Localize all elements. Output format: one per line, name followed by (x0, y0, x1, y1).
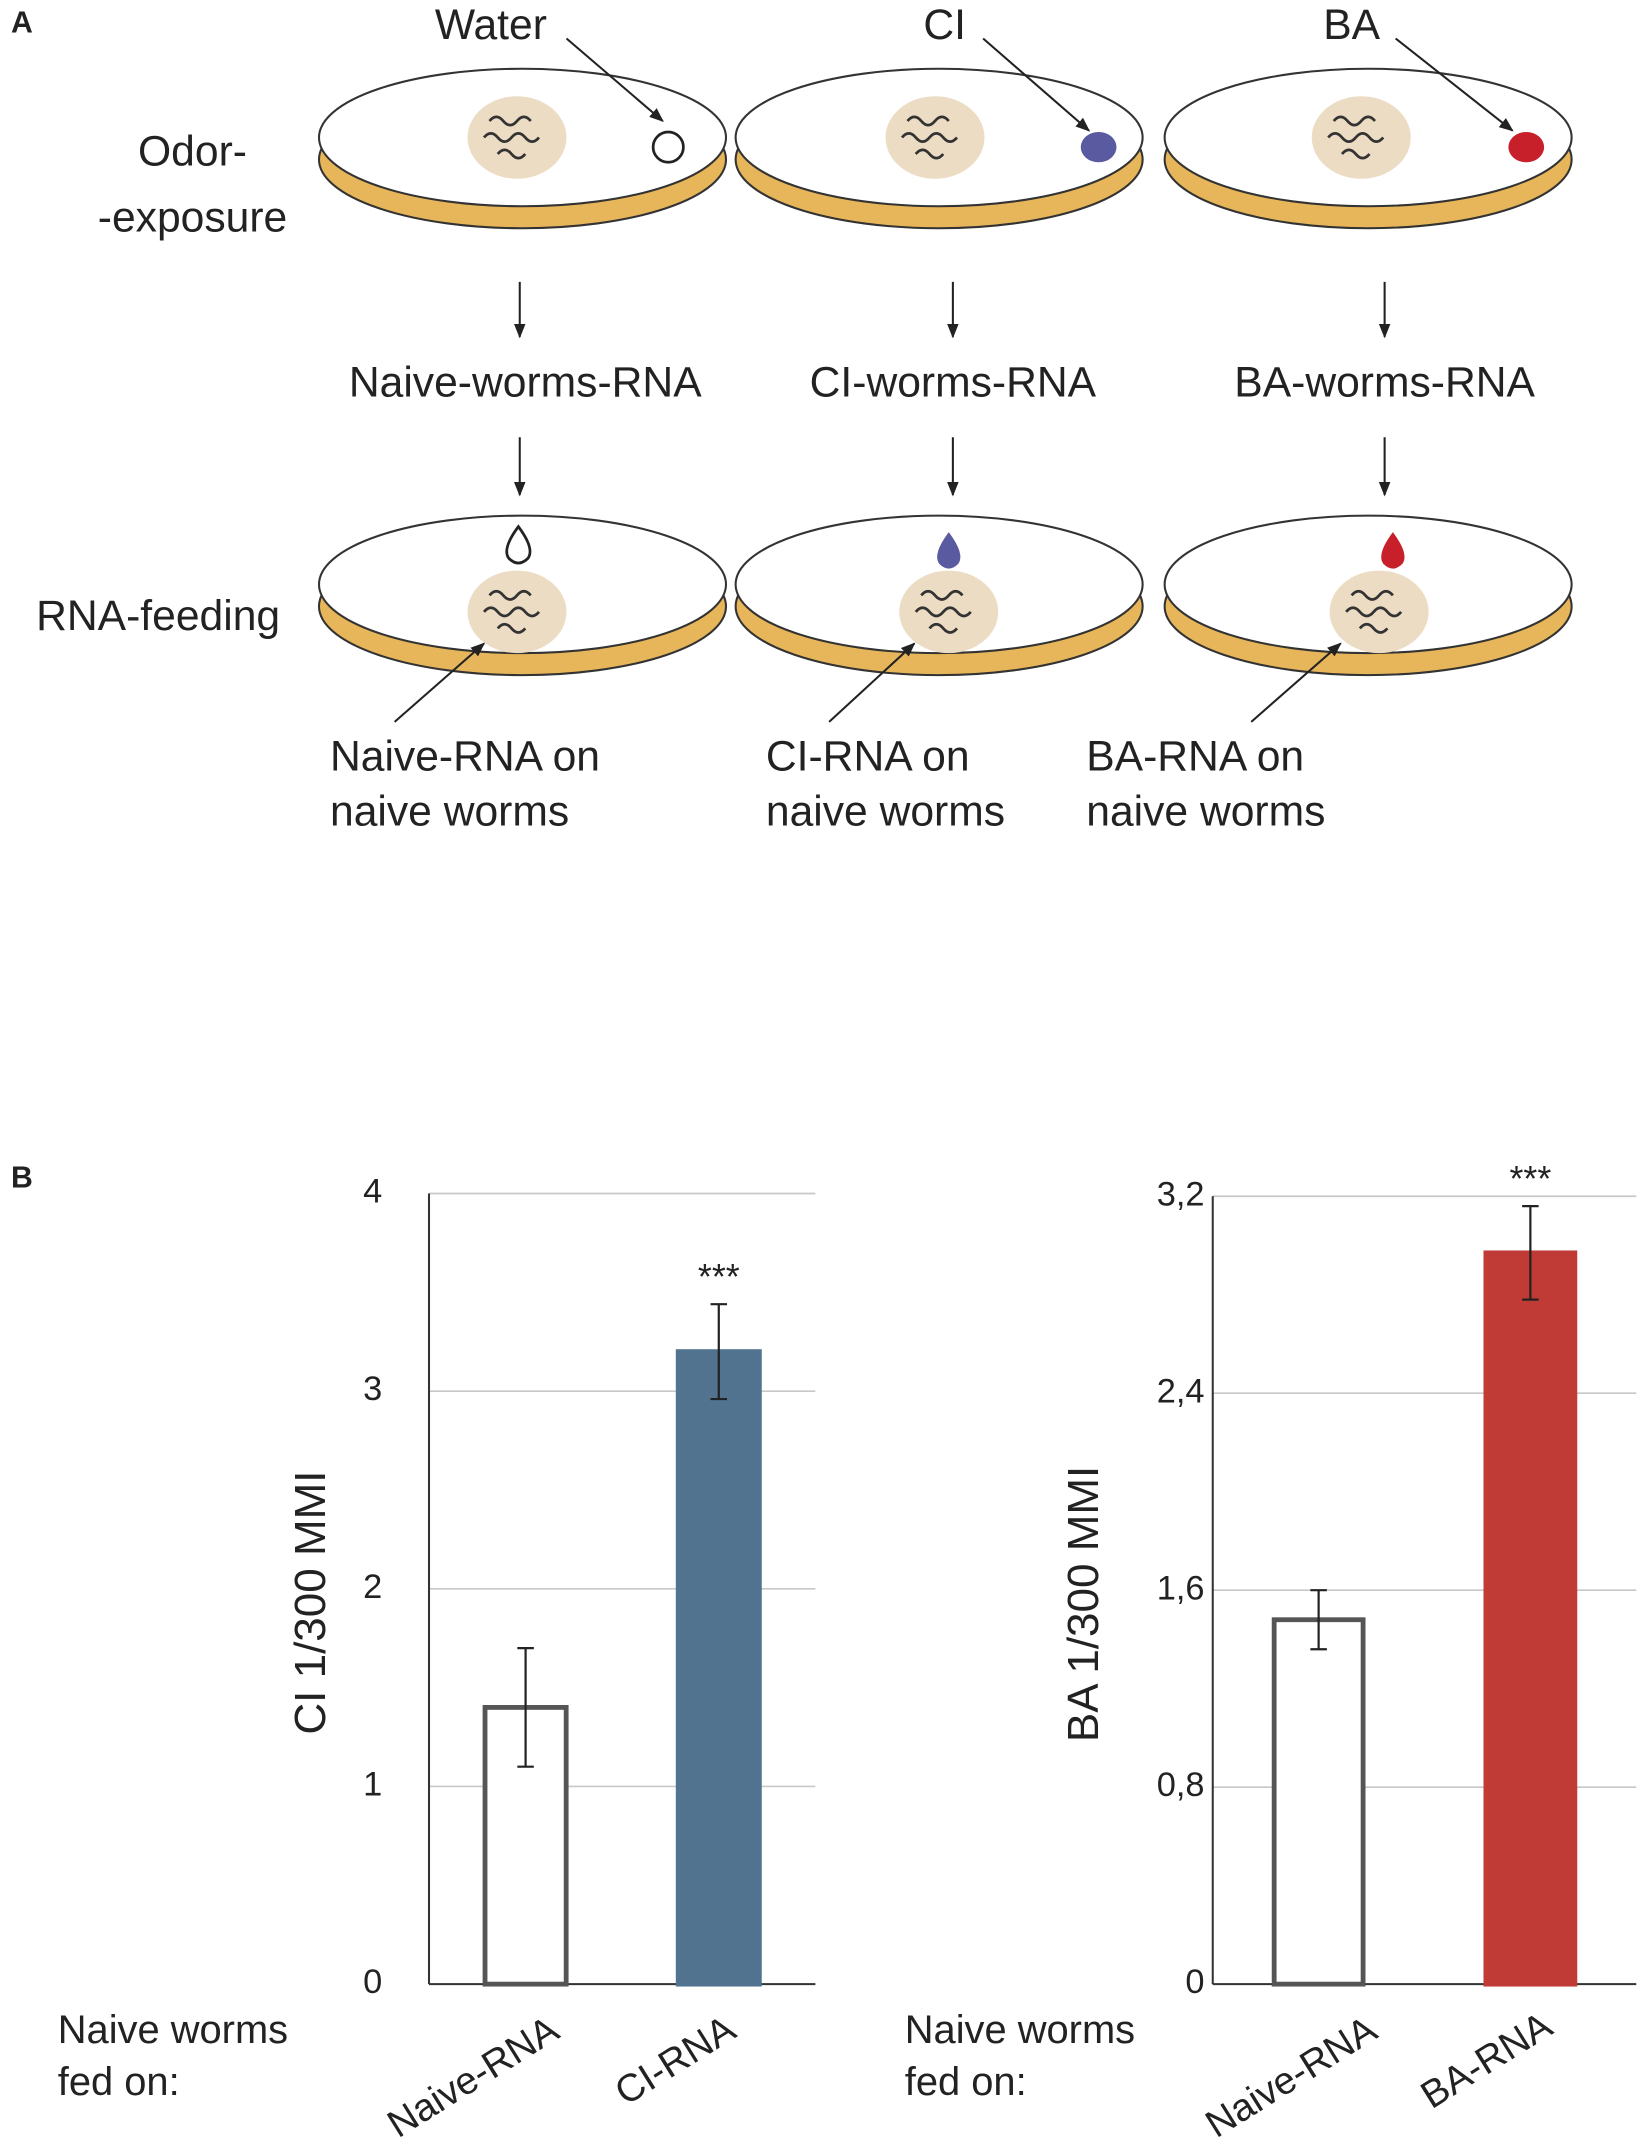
y-tick-label: 0 (1185, 1963, 1204, 2001)
rna-label: CI-worms-RNA (810, 358, 1097, 406)
x-axis-label: fed on: (58, 2060, 180, 2104)
y-tick-label: 4 (363, 1173, 382, 1211)
row-label: -exposure (98, 193, 287, 241)
x-tick-label: Naive-RNA (380, 2008, 566, 2147)
y-tick-label: 0 (363, 1963, 382, 2001)
y-axis-label: CI 1/300 MMI (286, 1471, 335, 1735)
odor-label: Water (435, 1, 547, 49)
x-axis-label: Naive worms (905, 2008, 1135, 2052)
panel-label: B (11, 1162, 33, 1195)
bar (1483, 1250, 1578, 1987)
feeding-label: Naive-RNA on (330, 732, 600, 780)
diagram: A B Odor- -exposure RNA-feeding (11, 1, 1573, 1195)
feeding-label: naive worms (330, 787, 569, 835)
x-axis-label: fed on: (905, 2060, 1027, 2104)
feeding-label: naive worms (1086, 787, 1325, 835)
odor-label: BA (1323, 1, 1380, 49)
bar (1271, 1617, 1366, 1987)
y-tick-label: 3 (363, 1370, 382, 1408)
y-tick-label: 1 (363, 1766, 382, 1804)
y-tick-label: 3,2 (1157, 1175, 1205, 1213)
x-tick-label: CI-RNA (608, 2007, 744, 2114)
y-axis-label: BA 1/300 MMI (1059, 1466, 1108, 1742)
feeding-label: naive worms (766, 787, 1005, 835)
plates (317, 67, 1573, 677)
x-tick-label: BA-RNA (1413, 2004, 1559, 2118)
y-tick-label: 2 (363, 1568, 382, 1606)
annotation: *** (1510, 1159, 1552, 1199)
panel-label: A (11, 7, 33, 40)
y-tick-label: 2,4 (1157, 1372, 1205, 1410)
y-tick-label: 0,8 (1157, 1766, 1205, 1804)
row-label: Odor- (138, 127, 247, 175)
y-tick-label: 1,6 (1157, 1569, 1205, 1607)
row-label: RNA-feeding (36, 592, 280, 640)
arrows (393, 37, 1514, 723)
rna-label: BA-worms-RNA (1234, 358, 1535, 406)
x-tick-label: Naive-RNA (1198, 2008, 1384, 2147)
odor-label: CI (923, 1, 966, 49)
feeding-label: CI-RNA on (766, 732, 970, 780)
bar (675, 1349, 762, 1987)
feeding-label: BA-RNA on (1086, 732, 1304, 780)
x-axis-label: Naive worms (58, 2008, 288, 2052)
annotation: *** (698, 1257, 740, 1297)
rna-label: Naive-worms-RNA (349, 358, 702, 406)
